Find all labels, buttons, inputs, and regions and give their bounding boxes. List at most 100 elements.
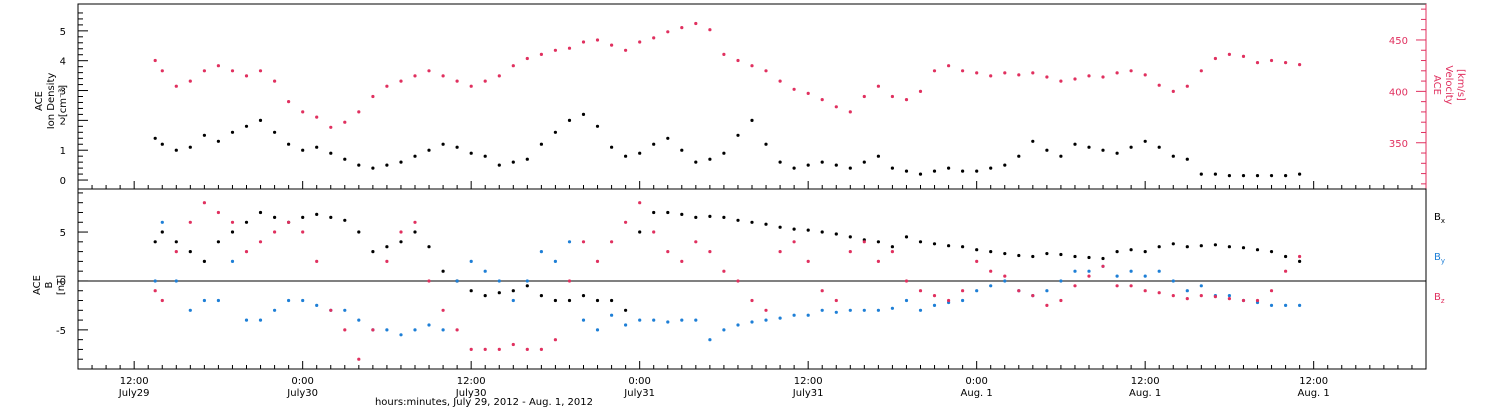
bx-point — [778, 225, 782, 229]
velocity-point — [371, 94, 375, 99]
by-point — [722, 328, 726, 332]
by-point — [862, 308, 866, 312]
velocity-point — [1227, 52, 1231, 57]
velocity-point — [1199, 69, 1203, 73]
density-point — [455, 145, 459, 149]
bx-point — [1143, 250, 1147, 254]
bz-point — [244, 250, 249, 254]
bz-point — [1255, 298, 1260, 303]
x-tick-time-label: 0:00 — [628, 376, 650, 387]
density-point — [385, 163, 389, 167]
bz-point — [918, 289, 923, 293]
density-point — [1003, 163, 1007, 167]
density-point — [736, 133, 740, 137]
density-point — [581, 112, 586, 116]
density-point — [764, 142, 768, 146]
density-point — [1059, 154, 1063, 158]
velocity-point — [1269, 58, 1274, 63]
bx-point — [1269, 250, 1274, 254]
bz-point — [1143, 289, 1147, 293]
bz-point — [764, 308, 768, 312]
bx-point — [301, 215, 305, 219]
density-point — [1017, 154, 1021, 158]
by-point — [918, 308, 923, 312]
bz-point — [708, 250, 712, 254]
by-point — [553, 259, 558, 263]
velocity-point — [273, 79, 277, 83]
density-point — [750, 118, 754, 122]
bz-point — [174, 250, 178, 254]
by-point — [610, 313, 614, 317]
bx-point — [1284, 254, 1288, 259]
bz-point — [947, 298, 951, 303]
bx-point — [553, 298, 558, 303]
bz-point — [1157, 291, 1161, 295]
density-point — [806, 163, 810, 167]
bz-point — [595, 259, 600, 263]
bx-point — [188, 250, 192, 254]
by-point — [413, 328, 417, 332]
by-point — [1199, 284, 1203, 288]
bz-point — [834, 298, 838, 303]
density-axis-title-line2: Ion Density — [46, 73, 57, 130]
by-point — [441, 328, 445, 332]
legend-bz: Bz — [1434, 292, 1445, 305]
bz-point — [820, 289, 824, 293]
by-point — [539, 250, 544, 254]
bx-point — [876, 240, 881, 244]
by-point — [1059, 279, 1063, 283]
bz-point — [904, 279, 909, 283]
by-point — [1073, 269, 1077, 273]
by-point — [595, 328, 600, 332]
bx-point — [258, 210, 263, 215]
bz-point — [975, 259, 979, 263]
by-point — [357, 318, 361, 322]
bx-point — [371, 250, 375, 254]
panel2-border — [77, 188, 1427, 370]
bx-point — [595, 298, 600, 303]
density-point — [1255, 174, 1260, 178]
velocity-point — [315, 115, 319, 119]
velocity-point — [792, 87, 796, 91]
density-point — [216, 139, 220, 143]
bx-point — [1171, 242, 1175, 246]
velocity-axis-title: ACE Velocity [km/s] — [1431, 65, 1466, 104]
bz-point — [1284, 269, 1288, 273]
velocity-point — [904, 98, 909, 102]
bz-point — [273, 230, 277, 234]
bz-point — [848, 250, 852, 254]
velocity-point — [624, 48, 628, 52]
by-point — [890, 306, 895, 310]
velocity-point — [230, 69, 235, 73]
bx-point — [624, 308, 628, 312]
velocity-point — [694, 21, 698, 26]
bx-point — [666, 210, 670, 215]
velocity-point — [680, 26, 684, 30]
bx-point — [427, 245, 431, 249]
by-point — [273, 308, 277, 312]
velocity-axis-title-line2: Velocity — [1443, 65, 1454, 104]
by-point — [834, 310, 838, 314]
by-point — [666, 320, 670, 324]
density-point — [1269, 174, 1274, 178]
bx-point — [764, 222, 768, 226]
legend-bx: Bx — [1434, 212, 1445, 225]
bx-point — [315, 212, 319, 216]
density-point — [174, 148, 178, 152]
bx-point — [904, 235, 909, 239]
velocity-point — [413, 74, 417, 78]
velocity-point — [708, 28, 712, 32]
bz-point — [722, 269, 726, 273]
velocity-point — [469, 84, 473, 88]
bx-point — [244, 220, 249, 224]
bz-point — [961, 289, 965, 293]
density-point — [820, 160, 824, 164]
x-tick-date-label: Aug. 1 — [1129, 388, 1161, 399]
velocity-point — [1017, 73, 1021, 77]
bz-point — [1115, 284, 1119, 288]
velocity-point — [750, 64, 754, 68]
by-point — [932, 303, 937, 307]
density-point — [469, 151, 473, 155]
velocity-point — [202, 69, 206, 73]
velocity-point — [876, 84, 881, 88]
